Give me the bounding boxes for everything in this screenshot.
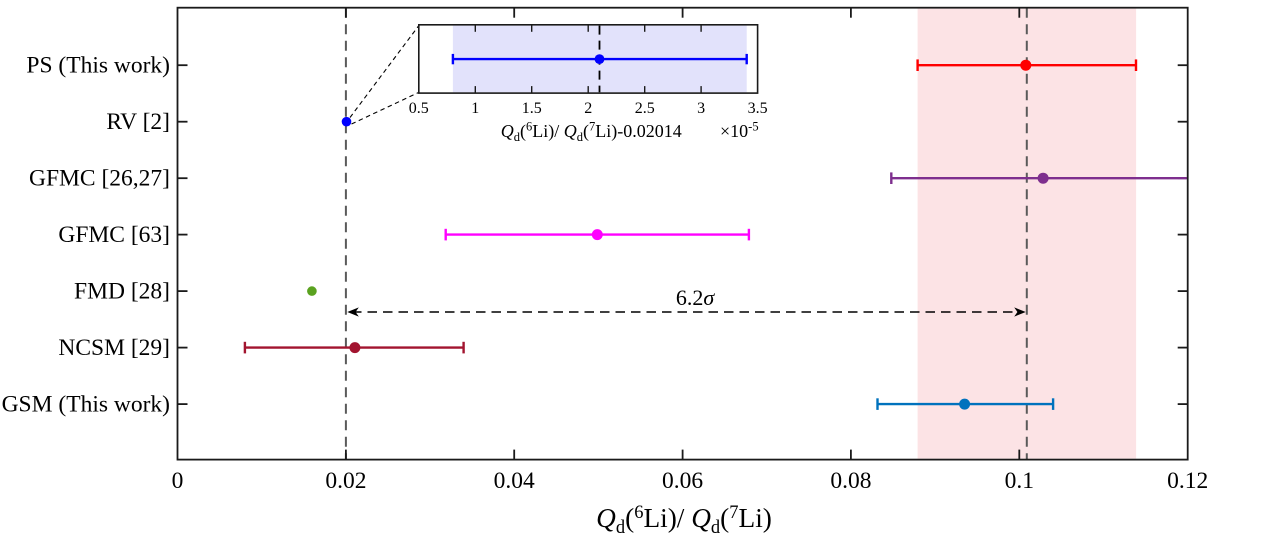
svg-text:0.5: 0.5 <box>409 100 429 117</box>
svg-text:3: 3 <box>697 100 705 117</box>
svg-text:1: 1 <box>471 100 479 117</box>
svg-text:Qd(6Li)/ Qd(7Li): Qd(6Li)/ Qd(7Li) <box>596 503 772 538</box>
svg-text:FMD [28]: FMD [28] <box>74 279 170 305</box>
svg-text:NCSM [29]: NCSM [29] <box>58 335 170 361</box>
svg-text:2.5: 2.5 <box>635 100 655 117</box>
svg-text:2: 2 <box>584 100 592 117</box>
svg-text:0.08: 0.08 <box>830 468 871 494</box>
svg-text:3.5: 3.5 <box>748 100 768 117</box>
svg-text:6.2σ: 6.2σ <box>676 285 716 310</box>
svg-text:0: 0 <box>172 468 184 494</box>
svg-text:Qd(6Li)/ Qd(7Li)-0.02014: Qd(6Li)/ Qd(7Li)-0.02014 <box>501 120 682 145</box>
svg-text:0.02: 0.02 <box>325 468 366 494</box>
svg-text:0.12: 0.12 <box>1167 468 1208 494</box>
svg-text:1.5: 1.5 <box>522 100 542 117</box>
svg-text:RV [2]: RV [2] <box>106 109 170 135</box>
svg-text:GSM (This work): GSM (This work) <box>2 392 170 418</box>
svg-text:0.1: 0.1 <box>1005 468 1034 494</box>
svg-text:0.06: 0.06 <box>662 468 703 494</box>
svg-text:0.04: 0.04 <box>494 468 535 494</box>
svg-text:GFMC [26,27]: GFMC [26,27] <box>29 166 170 192</box>
svg-text:GFMC [63]: GFMC [63] <box>58 222 170 248</box>
svg-text:PS (This work): PS (This work) <box>26 53 170 79</box>
